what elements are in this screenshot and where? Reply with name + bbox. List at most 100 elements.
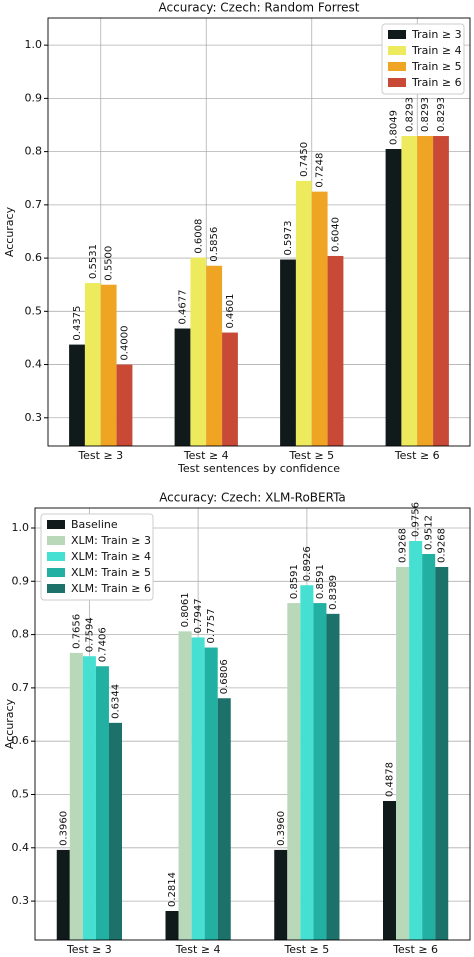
plot-frame — [34, 507, 471, 941]
legend-swatch — [47, 568, 65, 577]
value-label: 0.7757 — [206, 609, 217, 644]
bar — [409, 540, 423, 940]
x-tick-label: Test ≥ 3 — [77, 449, 123, 462]
y-tick-label: 0.4 — [12, 841, 30, 854]
chart-title: Accuracy: Czech: XLM-RoBERTa — [159, 491, 346, 505]
y-tick-label: 0.5 — [25, 304, 43, 317]
bar — [383, 800, 397, 940]
y-tick-label: 0.3 — [12, 894, 30, 907]
legend-swatch — [388, 78, 406, 87]
y-tick-label: 0.8 — [12, 628, 30, 641]
bar — [396, 567, 410, 940]
value-label: 0.8389 — [328, 575, 339, 610]
value-label: 0.5973 — [283, 221, 294, 256]
value-label: 0.7947 — [193, 598, 204, 633]
legend-box — [40, 513, 154, 601]
value-label: 0.4878 — [385, 762, 396, 797]
value-label: 0.8049 — [389, 110, 400, 145]
value-label: 0.7450 — [299, 142, 310, 177]
bar — [174, 328, 191, 446]
legend-swatch — [388, 62, 406, 71]
value-label: 0.2814 — [167, 872, 178, 907]
y-axis-label: Accuracy — [3, 698, 16, 749]
bar — [435, 567, 449, 940]
x-tick-label: Test ≥ 5 — [283, 943, 329, 956]
value-label: 0.9512 — [424, 515, 435, 550]
y-tick-label: 0.6 — [12, 734, 30, 747]
legend-swatch — [47, 552, 65, 561]
y-tick-label: 1.0 — [12, 521, 30, 534]
value-label: 0.3960 — [276, 811, 287, 846]
bar — [422, 553, 436, 940]
value-label: 0.9268 — [437, 528, 448, 563]
value-label: 0.8293 — [420, 97, 431, 132]
bar — [326, 613, 340, 940]
bar — [84, 283, 101, 446]
legend-swatch — [47, 584, 65, 593]
bar — [222, 332, 238, 446]
bar — [82, 656, 96, 940]
y-tick-label: 0.9 — [12, 574, 30, 587]
bar — [178, 631, 192, 940]
legend-label: XLM: Train ≥ 3 — [71, 534, 151, 547]
y-tick-label: 0.5 — [12, 787, 30, 800]
bar — [311, 191, 328, 446]
x-tick-label: Test ≥ 3 — [66, 943, 112, 956]
bar — [327, 255, 344, 446]
bar — [206, 265, 223, 446]
bar — [287, 603, 301, 940]
value-label: 0.4677 — [178, 290, 189, 325]
value-label: 0.7406 — [97, 627, 108, 662]
y-tick-label: 0.6 — [25, 251, 43, 264]
legend-label: Train ≥ 6 — [411, 76, 462, 89]
value-label: 0.8926 — [302, 546, 313, 581]
x-axis-label: Test sentences by confidence — [177, 462, 340, 475]
value-label: 0.9756 — [411, 502, 422, 537]
bar — [204, 647, 218, 940]
legend-label: Baseline — [71, 518, 118, 531]
legend-swatch — [47, 536, 65, 545]
value-label: 0.5856 — [209, 227, 220, 262]
value-label: 0.8293 — [404, 97, 415, 132]
bar — [417, 136, 434, 446]
bar — [108, 722, 122, 940]
value-label: 0.8591 — [289, 564, 300, 599]
value-label: 0.5531 — [88, 244, 99, 279]
value-label: 0.9268 — [398, 528, 409, 563]
bar — [280, 259, 296, 446]
bar — [116, 364, 133, 446]
legend-swatch — [388, 30, 406, 39]
value-label: 0.3960 — [58, 811, 69, 846]
x-tick-label: Test ≥ 5 — [288, 449, 334, 462]
legend-label: XLM: Train ≥ 5 — [71, 566, 151, 579]
legend-box — [381, 23, 465, 95]
bar — [100, 284, 117, 446]
value-label: 0.6806 — [219, 659, 230, 694]
value-label: 0.4601 — [225, 294, 236, 329]
y-tick-label: 0.4 — [25, 358, 43, 371]
bar — [95, 666, 109, 940]
bar — [295, 180, 312, 447]
bar — [56, 849, 70, 940]
value-label: 0.7248 — [315, 153, 326, 188]
value-label: 0.4000 — [119, 326, 130, 361]
legend-swatch — [47, 520, 65, 529]
x-tick-label: Test ≥ 4 — [175, 943, 221, 956]
x-tick-label: Test ≥ 6 — [394, 449, 440, 462]
legend-label: Train ≥ 4 — [411, 44, 462, 57]
value-label: 0.7594 — [84, 617, 95, 652]
y-tick-label: 0.3 — [25, 411, 43, 424]
x-tick-label: Test ≥ 4 — [183, 449, 229, 462]
value-label: 0.8293 — [436, 97, 447, 132]
bar — [191, 637, 205, 940]
legend-label: Train ≥ 3 — [411, 28, 462, 41]
value-label: 0.6040 — [330, 217, 341, 252]
y-axis-label: Accuracy — [3, 206, 16, 257]
bar — [69, 344, 85, 446]
bar — [300, 585, 314, 940]
bar — [217, 698, 231, 940]
value-label: 0.6344 — [110, 684, 121, 719]
value-label: 0.8591 — [315, 564, 326, 599]
value-label: 0.6008 — [193, 219, 204, 254]
